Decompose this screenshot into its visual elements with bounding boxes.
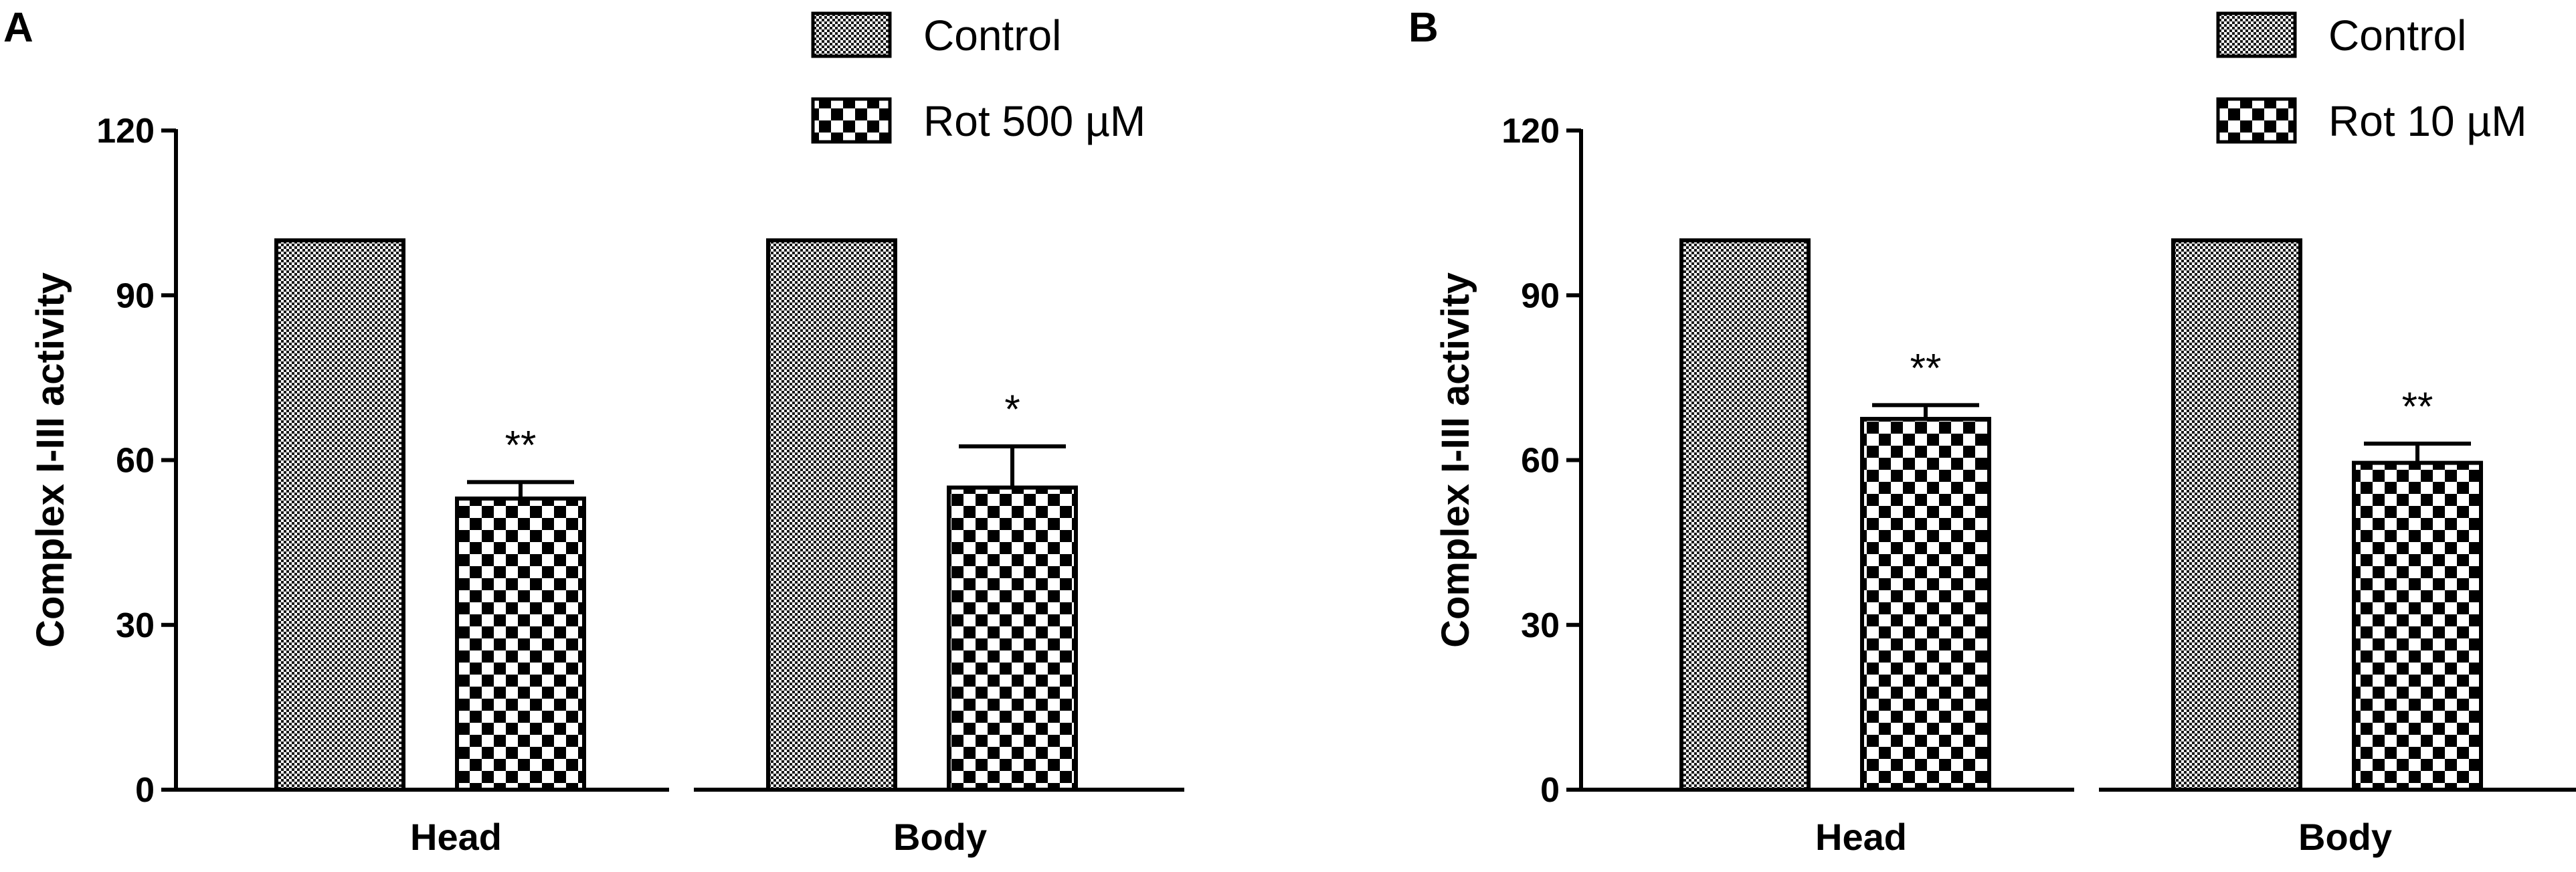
y-tick-label: 90 — [116, 276, 155, 315]
panels: A Control Rot 500 µM Complex I-III activity… — [3, 5, 2576, 858]
bar-control — [1679, 238, 1811, 792]
bar-rot-500-m — [947, 485, 1078, 792]
y-tick-label: 30 — [116, 606, 155, 645]
y-tick-label: 0 — [1540, 771, 1560, 810]
bar-rot-10-m — [2352, 460, 2483, 792]
significance-label: * — [1004, 387, 1020, 432]
bar-control — [766, 238, 897, 792]
legend-swatch-0 — [811, 11, 892, 58]
panel-letter: B — [1408, 5, 1439, 51]
panel-b: B Control Rot 10 µM Complex I-III activity 0… — [1408, 5, 2576, 858]
panel-letter: A — [3, 5, 33, 51]
group-body: Body ** — [2099, 238, 2576, 858]
legend: Control Rot 10 µM — [2216, 11, 2527, 145]
y-tick-label: 30 — [1521, 606, 1560, 645]
legend-swatch-0 — [2216, 11, 2297, 58]
x-category-label: Body — [893, 816, 987, 858]
panel-a: A Control Rot 500 µM Complex I-III activity… — [3, 5, 1184, 858]
legend-label-1: Rot 10 µM — [2328, 97, 2527, 145]
bar-rot-500-m — [455, 496, 586, 792]
legend-label-0: Control — [2328, 11, 2466, 60]
y-tick-label: 120 — [1501, 112, 1560, 151]
y-axis-title: Complex I-III activity — [29, 272, 72, 648]
bar-control — [274, 238, 405, 792]
legend: Control Rot 500 µM — [811, 11, 1145, 145]
x-category-label: Head — [1815, 816, 1907, 858]
y-tick-label: 120 — [96, 112, 155, 151]
x-category-label: Head — [410, 816, 502, 858]
legend-swatch-1 — [2216, 97, 2297, 144]
y-tick-label: 0 — [135, 771, 155, 810]
legend-label-1: Rot 500 µM — [923, 97, 1145, 145]
y-tick-label: 90 — [1521, 276, 1560, 315]
significance-label: ** — [505, 422, 537, 467]
legend-label-0: Control — [923, 11, 1061, 60]
significance-label: ** — [1910, 345, 1942, 390]
group-head: Head ** — [1579, 238, 2074, 858]
x-category-label: Body — [2298, 816, 2392, 858]
significance-label: ** — [2402, 384, 2433, 429]
bar-control — [2171, 238, 2302, 792]
bar-rot-10-m — [1860, 416, 1991, 792]
y-tick-label: 60 — [1521, 442, 1560, 481]
y-axis-title: Complex I-III activity — [1434, 272, 1477, 648]
legend-swatch-1 — [811, 97, 892, 144]
group-head: Head ** — [174, 238, 669, 858]
group-body: Body * — [694, 238, 1184, 858]
y-tick-label: 60 — [116, 442, 155, 481]
